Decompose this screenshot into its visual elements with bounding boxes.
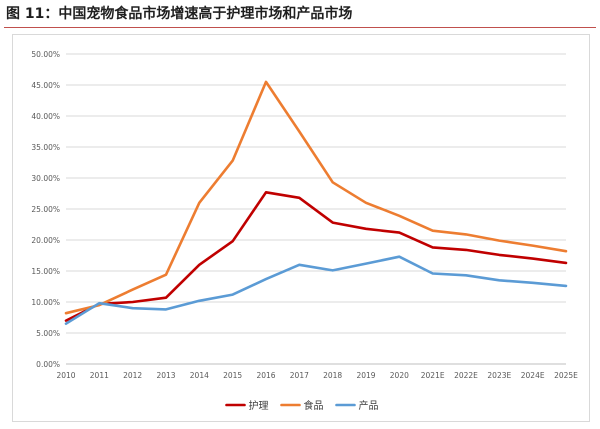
x-tick-label: 2019	[356, 371, 375, 380]
x-tick-label: 2015	[223, 371, 242, 380]
y-tick-label: 45.00%	[31, 81, 60, 90]
series-line-食品	[64, 80, 568, 315]
y-tick-label: 5.00%	[36, 329, 60, 338]
y-tick-labels: 0.00% 5.00% 10.00% 15.00% 20.00% 25.00% 30.00%…	[31, 50, 60, 369]
y-tick-label: 40.00%	[31, 112, 60, 121]
series-layer	[64, 80, 568, 326]
x-tick-label: 2016	[256, 371, 275, 380]
x-tick-label: 2025E	[554, 371, 578, 380]
y-tick-label: 0.00%	[36, 360, 60, 369]
x-tick-label: 2017	[290, 371, 309, 380]
x-tick-label: 2012	[123, 371, 142, 380]
legend-label: 产品	[359, 399, 379, 412]
y-tick-label: 10.00%	[31, 298, 60, 307]
chart-frame: 0.00% 5.00% 10.00% 15.00% 20.00% 25.00% 30.00%…	[12, 34, 590, 422]
x-tick-label: 2010	[56, 371, 75, 380]
line-chart: 0.00% 5.00% 10.00% 15.00% 20.00% 25.00% 30.00%…	[31, 50, 578, 412]
y-tick-label: 25.00%	[31, 205, 60, 214]
x-tick-label: 2024E	[521, 371, 545, 380]
y-tick-label: 30.00%	[31, 174, 60, 183]
x-tick-label: 2018	[323, 371, 342, 380]
y-tick-label: 35.00%	[31, 143, 60, 152]
y-tick-label: 15.00%	[31, 267, 60, 276]
x-tick-label: 2011	[90, 371, 109, 380]
series-line-护理	[64, 191, 568, 322]
x-tick-label: 2022E	[454, 371, 478, 380]
x-tick-label: 2020	[390, 371, 409, 380]
x-tick-label: 2023E	[487, 371, 511, 380]
x-tick-label: 2021E	[421, 371, 445, 380]
legend: 护理 食品 产品	[225, 399, 379, 412]
figure-title: 图 11：中国宠物食品市场增速高于护理市场和产品市场	[6, 6, 353, 22]
legend-label: 护理	[249, 399, 269, 412]
series-line-产品	[64, 255, 568, 326]
y-tick-label: 50.00%	[31, 50, 60, 59]
y-tick-label: 20.00%	[31, 236, 60, 245]
x-tick-label: 2014	[190, 371, 209, 380]
x-tick-labels: 2010 2011 2012 2013 2014 2015 2016 2017 2018 2019…	[56, 371, 578, 380]
legend-label: 食品	[304, 399, 324, 412]
title-divider	[4, 27, 596, 28]
x-tick-label: 2013	[156, 371, 175, 380]
